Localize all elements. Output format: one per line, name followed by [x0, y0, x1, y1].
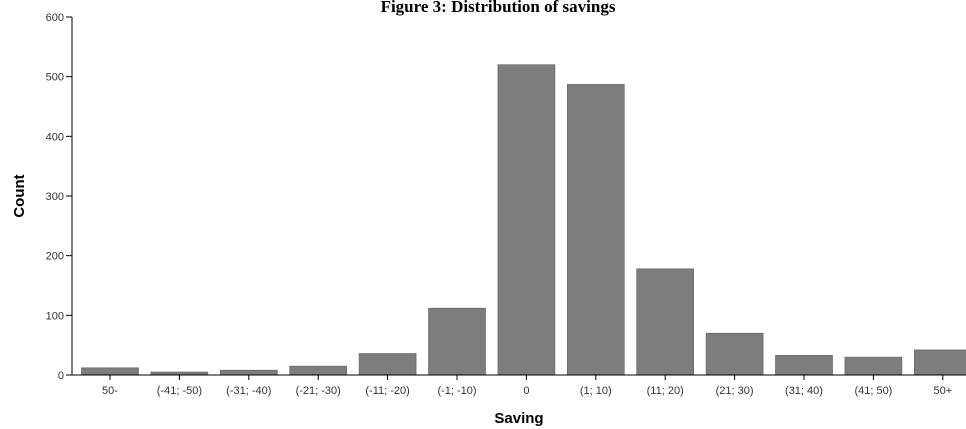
x-tick-label-7: (1; 10)	[580, 385, 612, 397]
bar-4	[358, 353, 417, 376]
x-tick-label-9: (21; 30)	[716, 385, 754, 397]
bar-5	[428, 307, 486, 376]
y-tick-label-4: 400	[46, 131, 64, 143]
x-tick-label-4: (-11; -20)	[365, 385, 409, 397]
bar-9	[705, 332, 764, 376]
x-tick-label-0: 50-	[102, 385, 118, 397]
bar-10	[775, 354, 833, 376]
bar-3	[289, 365, 348, 376]
x-tick-label-2: (-31; -40)	[226, 385, 271, 397]
bar-0	[81, 367, 139, 376]
x-axis-label: Saving	[494, 410, 543, 427]
x-tick-label-3: (-21; -30)	[296, 385, 341, 397]
bar-8	[636, 268, 695, 376]
x-tick-label-11: (41; 50)	[854, 385, 892, 397]
y-axis-label: Count	[11, 174, 28, 217]
bar-7	[566, 84, 625, 376]
chart-title: Figure 3: Distribution of savings	[381, 0, 616, 16]
x-tick-label-5: (-1; -10)	[437, 385, 476, 397]
bars-group	[81, 64, 966, 376]
y-tick-label-2: 200	[46, 251, 64, 263]
x-tick-label-6: 0	[523, 385, 529, 397]
bar-12	[913, 349, 966, 376]
y-tick-label-3: 300	[46, 191, 64, 203]
x-axis: 50- (-41; -50) (-31; -40) (-21; -30) (-11; -…	[72, 374, 966, 397]
bar-6	[497, 64, 556, 376]
bar-11	[844, 356, 903, 376]
y-tick-label-1: 100	[46, 310, 64, 322]
y-axis: 0 100 200 300 400 500 600	[46, 12, 73, 382]
x-tick-label-12: 50+	[933, 385, 952, 397]
x-tick-label-10: (31; 40)	[785, 385, 823, 397]
y-tick-label-0: 0	[58, 370, 64, 382]
y-tick-label-6: 600	[46, 12, 64, 24]
x-tick-label-8: (11; 20)	[647, 385, 684, 397]
y-tick-label-5: 500	[46, 72, 64, 84]
bar-2	[220, 369, 278, 376]
x-tick-label-1: (-41; -50)	[157, 385, 202, 397]
